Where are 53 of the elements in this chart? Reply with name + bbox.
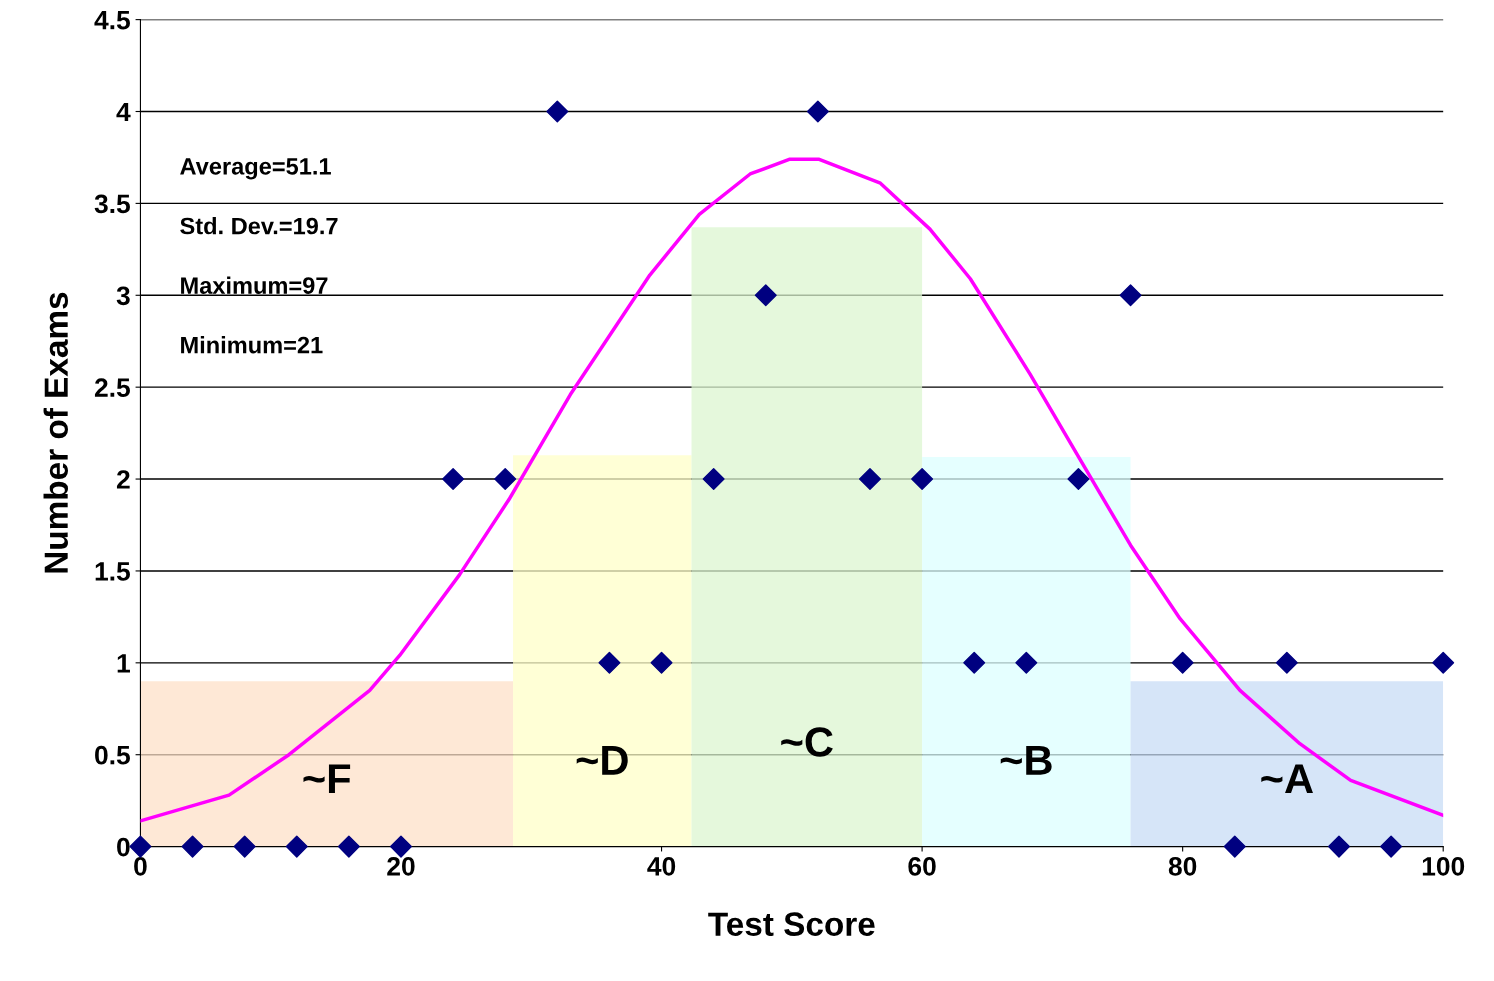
point <box>1380 835 1403 858</box>
point <box>1275 651 1298 674</box>
y-tick-label: 0 <box>117 837 130 857</box>
data-label: ~A <box>1261 764 1313 794</box>
point <box>233 835 256 858</box>
y-tick-label: 2.5 <box>94 378 130 397</box>
point <box>337 835 360 858</box>
data-label: ~F <box>303 764 351 794</box>
y-tick-label: 0.5 <box>95 745 130 765</box>
y-axis-title: Number of Exams <box>43 292 68 573</box>
y-tick-label: 1 <box>117 654 130 673</box>
point <box>702 468 725 491</box>
y-tick-label: 1.5 <box>95 562 130 581</box>
y-tick-label: 4 <box>116 102 131 122</box>
point <box>285 835 308 858</box>
point <box>1067 468 1090 491</box>
annotation: Minimum=21 <box>181 336 323 354</box>
y-tick-label: 4.5 <box>94 11 130 30</box>
point <box>754 284 777 307</box>
point <box>1119 284 1142 307</box>
x-tick-label: 0 <box>134 857 147 876</box>
y-tick-label: 3 <box>116 286 130 306</box>
point <box>442 468 465 491</box>
point <box>963 651 986 674</box>
point <box>494 468 517 491</box>
x-axis-title: Test Score <box>708 912 875 936</box>
annotation: Std. Dev.=19.7 <box>180 217 338 235</box>
point <box>858 468 881 491</box>
point <box>129 835 152 858</box>
data-label: ~B <box>1000 746 1052 775</box>
point <box>806 100 829 123</box>
annotation: Maximum=97 <box>181 276 328 294</box>
point <box>1015 651 1038 674</box>
y-tick-label: 2 <box>116 470 130 489</box>
y-tick-label: 3.5 <box>94 194 130 214</box>
x-tick-label: 60 <box>908 857 936 876</box>
point <box>389 835 412 858</box>
data-label: ~D <box>576 746 628 775</box>
point <box>911 468 934 491</box>
point <box>181 835 204 858</box>
x-tick-label: 80 <box>1168 857 1197 876</box>
point <box>598 651 621 674</box>
point <box>1327 835 1350 858</box>
data-label: ~C <box>781 727 833 757</box>
point <box>1432 651 1455 674</box>
point <box>546 100 569 123</box>
x-tick-label: 20 <box>387 857 415 876</box>
annotation: Average=51.1 <box>180 158 331 180</box>
x-tick-label: 40 <box>647 857 676 876</box>
point <box>650 651 673 674</box>
x-tick-label: 100 <box>1422 857 1465 876</box>
point <box>1223 835 1246 858</box>
point <box>1171 651 1194 674</box>
